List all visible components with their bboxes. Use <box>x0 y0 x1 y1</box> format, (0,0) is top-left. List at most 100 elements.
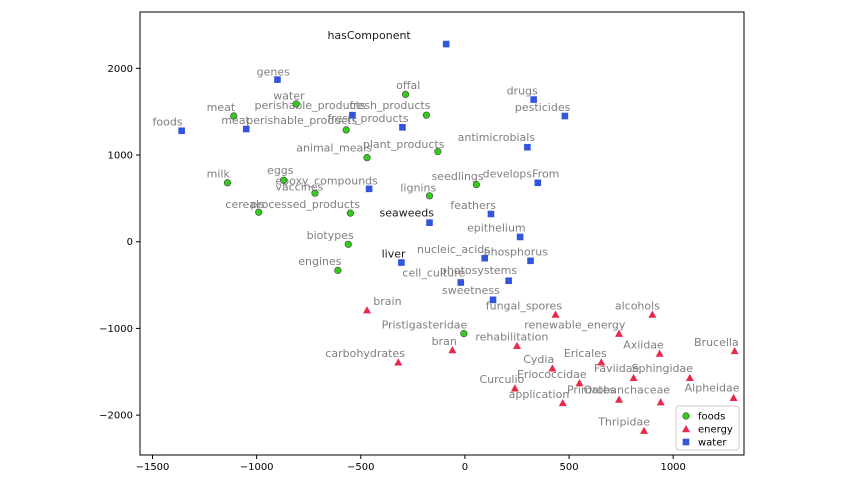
point-label: foods <box>152 116 182 129</box>
energy-point <box>640 426 649 434</box>
point-label: cell_culture <box>402 266 465 279</box>
point-label: photosystems <box>440 264 517 277</box>
point-label: animal_meals <box>296 142 372 155</box>
point-label: perishable_products <box>246 114 357 127</box>
point-label: lignins <box>400 181 436 194</box>
foods-point <box>342 126 350 134</box>
point-label: cereals <box>225 198 265 211</box>
y-tick-label: −2000 <box>99 411 133 422</box>
energy-point <box>551 310 560 318</box>
y-tick-label: −1000 <box>99 324 133 335</box>
y-tick-label: 1000 <box>108 151 133 162</box>
energy-point <box>548 364 557 372</box>
point-label: nucleic_acids <box>417 243 490 256</box>
foods-point <box>334 266 342 274</box>
energy-point <box>510 384 519 392</box>
point-label: Thripidae <box>597 416 650 429</box>
energy-point <box>629 373 638 382</box>
energy-point <box>512 341 521 349</box>
energy-point <box>615 395 624 403</box>
point-label: seaweeds <box>380 207 435 220</box>
energy-point <box>394 358 403 366</box>
water-point <box>516 233 524 241</box>
point-label: fresh_products <box>349 99 430 112</box>
point-label: Axiidae <box>623 338 664 351</box>
point-label: brain <box>373 295 401 308</box>
axis-ticks-layer: −1500 −1000 −500 0 500 1000 −2000 −1000 0 1000 200… <box>99 64 686 473</box>
point-label: offal <box>396 79 420 92</box>
water-point <box>487 210 495 218</box>
water-point <box>426 219 433 226</box>
point-label: carbohydrates <box>325 347 405 360</box>
point-label: phosphorus <box>484 246 549 259</box>
water-point <box>274 76 281 83</box>
point-label: Alpheidae <box>685 382 740 395</box>
point-label: meat <box>207 101 236 114</box>
water-legend-label: water <box>698 438 727 449</box>
foods-point <box>280 176 288 184</box>
point-label: seedlings <box>432 170 484 183</box>
point-label: milk <box>207 168 231 181</box>
water-point <box>489 296 497 304</box>
point-label: epoxy_compounds <box>275 175 378 188</box>
point-label: pesticides <box>515 101 571 114</box>
energy-point <box>656 398 665 406</box>
water-point <box>398 259 405 266</box>
water-point <box>365 185 373 193</box>
point-label: water <box>273 90 305 103</box>
water-point <box>399 124 406 131</box>
foods-legend-label: foods <box>698 412 725 423</box>
water-point <box>524 143 531 151</box>
energy-point <box>685 373 694 382</box>
point-label: antimicrobials <box>458 131 536 144</box>
point-label: developsFrom <box>483 168 560 181</box>
point-label: hasComponent <box>327 29 411 42</box>
water-point <box>561 112 569 120</box>
point-label: genes <box>257 65 290 78</box>
point-labels-layer: hasComponent genes water offal drugs meat peri… <box>152 29 739 429</box>
point-label: fresh_products <box>327 112 408 125</box>
water-legend-marker <box>682 438 690 446</box>
foods-point <box>460 330 468 338</box>
water-point <box>527 257 534 265</box>
point-label: Eriococcidae <box>517 368 587 381</box>
foods-point <box>346 209 354 217</box>
foods-point <box>311 189 319 197</box>
foods-point <box>292 100 300 108</box>
x-tick-label: 500 <box>560 462 579 473</box>
data-points-layer <box>178 40 739 434</box>
point-label: renewable_energy <box>524 318 626 331</box>
water-point <box>457 279 465 286</box>
x-tick-label: 0 <box>462 462 468 473</box>
point-label: Brucella <box>694 336 739 349</box>
water-point <box>530 96 537 103</box>
foods-point <box>425 192 434 200</box>
foods-point <box>344 240 352 248</box>
point-label: drugs <box>507 84 538 97</box>
energy-point <box>575 379 584 387</box>
water-point <box>349 111 356 119</box>
foods-point <box>223 179 232 187</box>
point-label: fungal_spores <box>486 299 563 312</box>
foods-point <box>472 180 480 189</box>
water-point <box>442 40 450 48</box>
foods-point <box>401 90 410 98</box>
x-tick-label: −1000 <box>240 462 274 473</box>
point-label: Pristigasteridae <box>382 318 468 331</box>
point-label: perishable_products <box>255 99 366 112</box>
point-label: Faviidae <box>594 362 639 375</box>
energy-legend-marker <box>682 425 690 433</box>
point-label: Ericales <box>564 347 607 360</box>
legend: foods energy water <box>675 405 740 451</box>
point-label: eggs <box>267 164 294 177</box>
water-point <box>242 125 250 133</box>
energy-point <box>558 398 567 407</box>
point-label: epithelium <box>467 221 526 234</box>
x-tick-label: −500 <box>347 462 374 473</box>
point-label: Sphingidae <box>632 362 694 375</box>
y-tick-label: 2000 <box>108 64 133 75</box>
foods-point <box>422 111 430 119</box>
energy-point <box>363 306 372 314</box>
